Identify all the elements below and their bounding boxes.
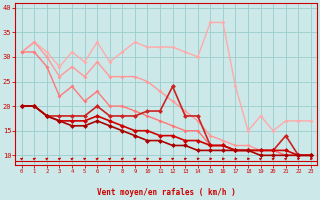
X-axis label: Vent moyen/en rafales ( km/h ): Vent moyen/en rafales ( km/h ): [97, 188, 236, 197]
